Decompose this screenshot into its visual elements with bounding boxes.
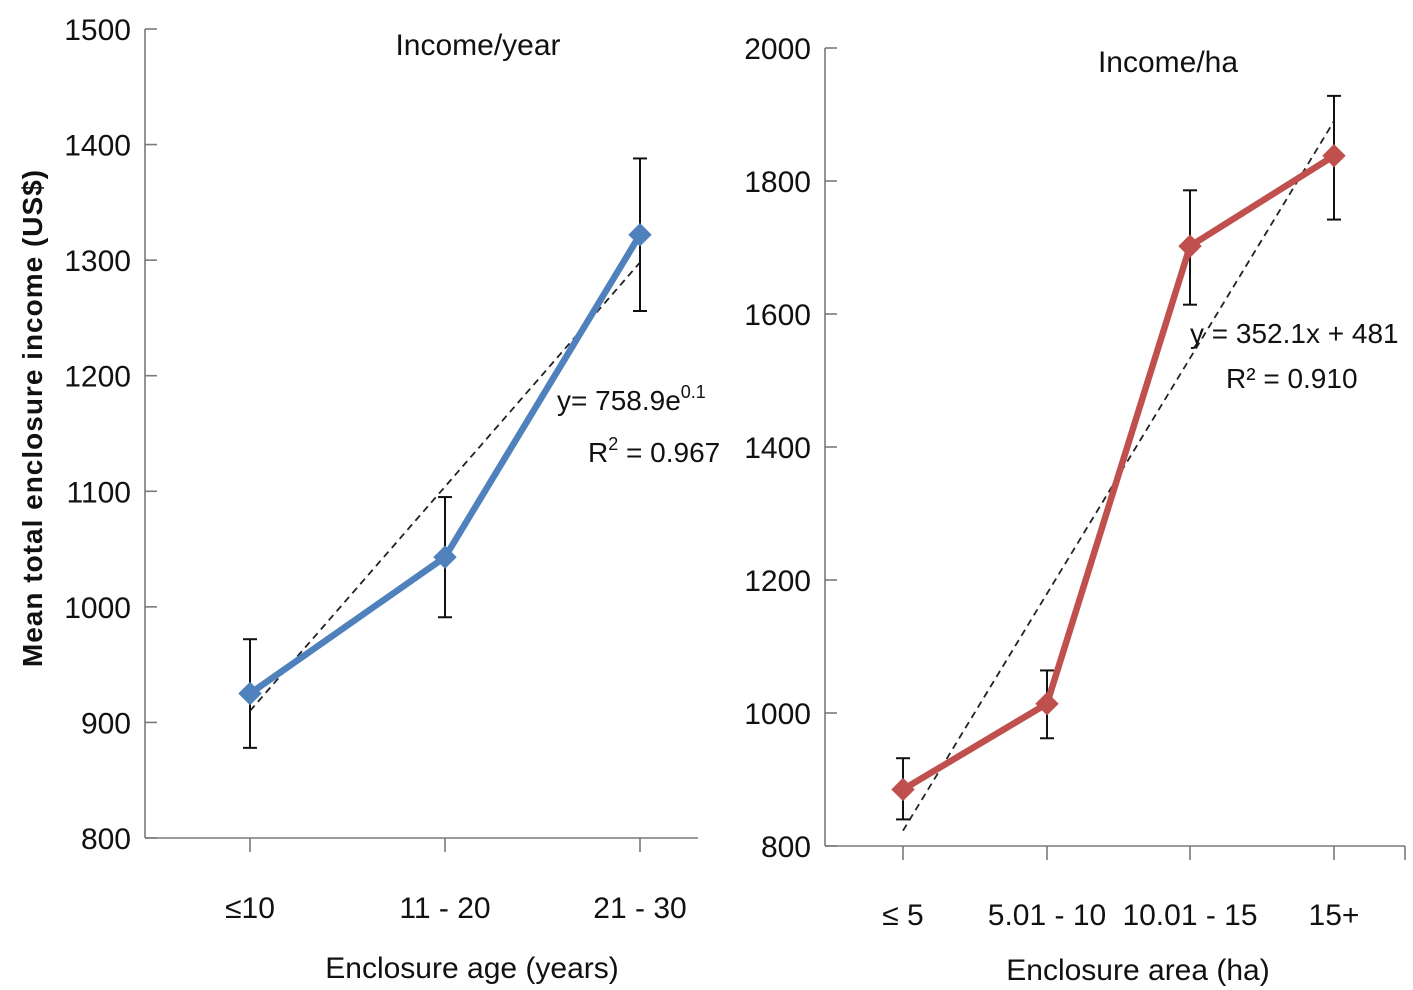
y-tick-label: 1500 (64, 14, 131, 47)
y-tick-label: 1400 (64, 130, 131, 163)
trend-equation: y= 758.9e0.1 (557, 382, 706, 416)
data-point (238, 681, 262, 706)
data-point (1035, 691, 1059, 716)
series-line-path (248, 233, 643, 697)
x-tick-label: 15+ (1309, 899, 1360, 932)
x-tick-labels: ≤10 11 - 20 21 - 30 (225, 892, 687, 925)
trend-equation: y = 352.1x + 481 (1190, 318, 1399, 349)
x-axis-label: Enclosure age (years) (325, 952, 618, 985)
y-tick-label: 900 (81, 707, 131, 740)
series-line (901, 152, 1336, 793)
series-line-path (901, 152, 1336, 793)
data-points (891, 144, 1346, 802)
y-tick-label: 800 (761, 831, 811, 864)
axes: 800 1000 1200 1400 1600 1800 2000 (744, 33, 1406, 864)
chart-income-per-year: Income/year 800 900 1000 1100 1200 1300 1400 15… (64, 14, 720, 985)
x-tick-label: 10.01 - 15 (1122, 899, 1257, 932)
x-axis-label: Enclosure area (ha) (1006, 954, 1269, 987)
axes: 800 900 1000 1100 1200 1300 1400 1500 (64, 14, 698, 856)
x-tick-labels: ≤ 5 5.01 - 10 10.01 - 15 15+ (882, 899, 1359, 932)
y-tick-label: 1600 (744, 299, 811, 332)
y-tick-label: 1000 (744, 698, 811, 731)
data-point (433, 545, 457, 569)
y-axis-label: Mean total enclosure income (US$) (17, 169, 48, 667)
data-point (1178, 234, 1202, 258)
trend-r-squared: R² = 0.910 (1226, 363, 1358, 394)
x-tick-label: 11 - 20 (399, 892, 490, 925)
x-tick-label: 21 - 30 (593, 892, 686, 925)
chart-title: Income/ha (1098, 46, 1238, 79)
trend-r-squared: R2 = 0.967 (588, 434, 720, 468)
x-tick-label: 5.01 - 10 (988, 899, 1106, 932)
y-tick-label: 1100 (66, 476, 131, 509)
data-points (238, 223, 652, 706)
error-bars (896, 94, 1341, 821)
data-point (1322, 144, 1346, 168)
trendline (902, 120, 1335, 832)
data-point (891, 777, 915, 802)
data-point (628, 223, 652, 247)
y-tick-label: 1400 (744, 432, 811, 465)
chart-income-per-ha: Income/ha 800 1000 1200 1400 1600 1800 2000 ≤ … (744, 33, 1406, 987)
y-tick-label: 1300 (64, 245, 131, 278)
x-tick-label: ≤10 (225, 892, 275, 925)
trendline-path (902, 120, 1335, 832)
y-tick-label: 1000 (64, 592, 131, 625)
x-tick-label: ≤ 5 (882, 899, 923, 932)
y-tick-label: 2000 (744, 33, 811, 66)
y-tick-label: 1800 (744, 166, 811, 199)
y-tick-label: 1200 (744, 565, 811, 598)
y-tick-label: 1200 (64, 361, 131, 394)
chart-title: Income/year (395, 29, 560, 62)
y-tick-label: 800 (81, 823, 131, 856)
series-line (248, 233, 643, 697)
